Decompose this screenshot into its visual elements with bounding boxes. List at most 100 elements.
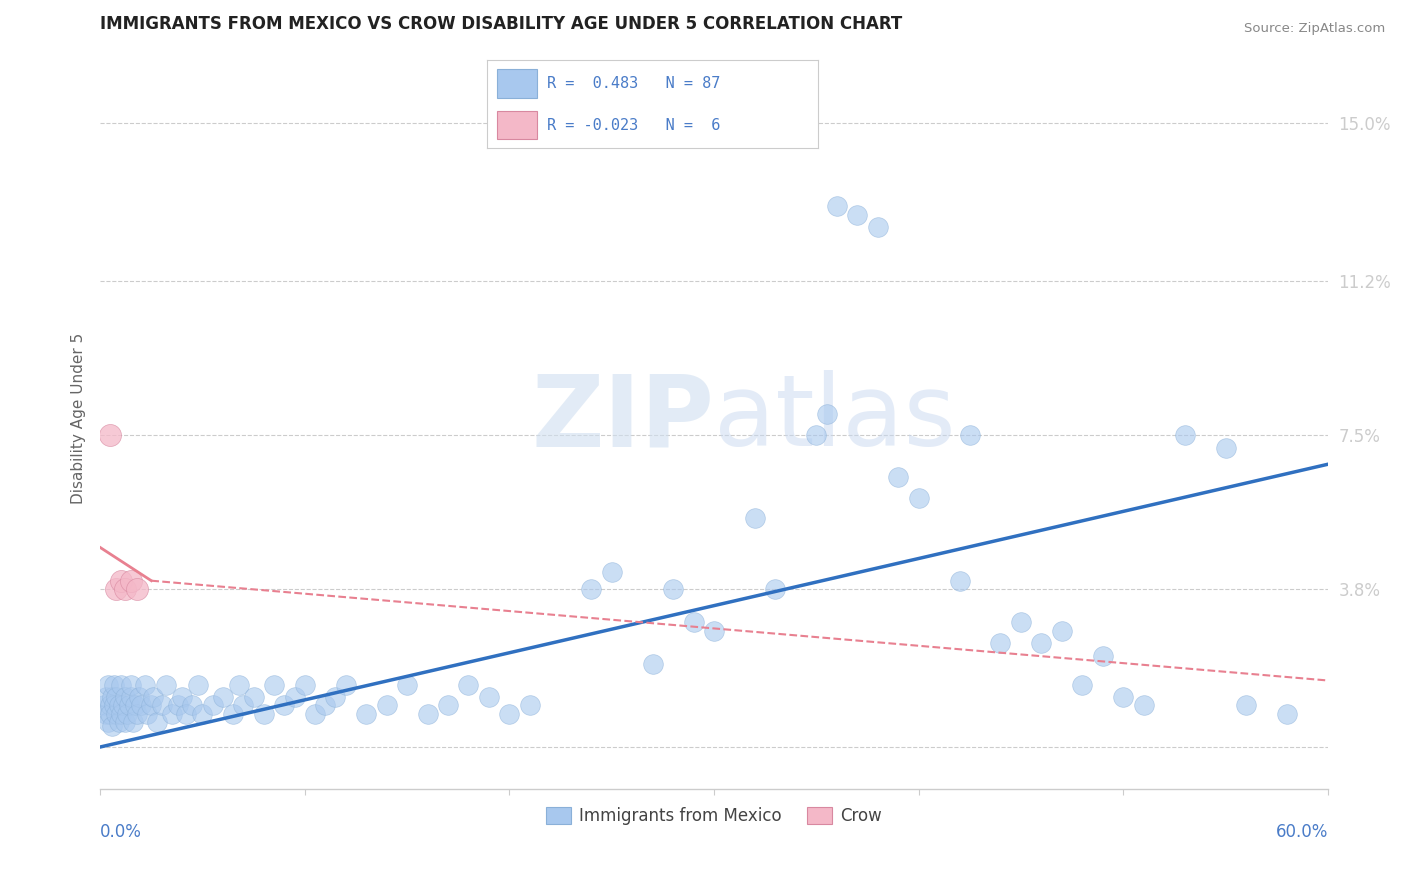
Point: [150, 698, 173, 713]
Point: [232, 698, 254, 713]
Point: [437, 698, 460, 713]
Point: [114, 582, 136, 596]
Point: [825, 199, 848, 213]
Point: [907, 491, 929, 505]
Point: [129, 698, 152, 713]
Point: [703, 624, 725, 638]
Point: [97, 714, 120, 729]
Point: [120, 678, 142, 692]
Point: [959, 428, 981, 442]
Point: [124, 698, 146, 713]
Point: [105, 582, 128, 596]
Point: [242, 690, 264, 705]
Point: [128, 690, 150, 705]
Point: [314, 698, 336, 713]
Point: [125, 582, 148, 596]
Point: [174, 706, 197, 721]
Point: [134, 678, 156, 692]
Point: [600, 566, 623, 580]
Text: 60.0%: 60.0%: [1275, 823, 1327, 841]
Point: [519, 698, 541, 713]
Point: [1275, 706, 1298, 721]
Point: [142, 690, 165, 705]
Point: [114, 714, 136, 729]
Point: [354, 706, 377, 721]
Point: [115, 706, 138, 721]
Point: [98, 428, 121, 442]
Point: [110, 678, 132, 692]
Point: [457, 678, 479, 692]
Point: [478, 690, 501, 705]
Point: [815, 408, 838, 422]
Point: [283, 690, 305, 705]
Point: [335, 678, 357, 692]
Point: [120, 690, 142, 705]
Point: [120, 574, 142, 588]
Point: [1215, 441, 1237, 455]
Point: [107, 698, 129, 713]
Point: [806, 428, 828, 442]
Point: [416, 706, 439, 721]
Point: [111, 698, 134, 713]
Point: [1010, 615, 1032, 630]
Point: [662, 582, 685, 596]
Text: IMMIGRANTS FROM MEXICO VS CROW DISABILITY AGE UNDER 5 CORRELATION CHART: IMMIGRANTS FROM MEXICO VS CROW DISABILIT…: [100, 15, 903, 33]
Point: [641, 657, 664, 671]
Point: [498, 706, 520, 721]
Point: [136, 706, 159, 721]
Point: [1234, 698, 1257, 713]
Point: [201, 698, 224, 713]
Point: [105, 690, 128, 705]
Point: [579, 582, 602, 596]
Point: [103, 678, 125, 692]
Point: [682, 615, 704, 630]
Point: [93, 698, 115, 713]
Point: [167, 698, 190, 713]
Point: [375, 698, 398, 713]
Point: [103, 698, 125, 713]
Text: ZIP: ZIP: [531, 370, 714, 467]
Point: [1071, 678, 1094, 692]
Point: [273, 698, 295, 713]
Point: [191, 706, 214, 721]
Point: [98, 698, 121, 713]
Point: [98, 706, 121, 721]
Point: [141, 698, 163, 713]
Point: [118, 698, 141, 713]
Point: [866, 220, 889, 235]
Point: [1132, 698, 1154, 713]
Text: Source: ZipAtlas.com: Source: ZipAtlas.com: [1244, 22, 1385, 36]
Point: [1174, 428, 1197, 442]
Point: [96, 690, 118, 705]
Text: 0.0%: 0.0%: [100, 823, 142, 841]
Point: [1050, 624, 1073, 638]
Point: [304, 706, 326, 721]
Point: [212, 690, 235, 705]
Point: [948, 574, 970, 588]
Point: [396, 678, 419, 692]
Point: [187, 678, 209, 692]
Point: [846, 208, 869, 222]
Point: [155, 678, 177, 692]
Point: [97, 678, 120, 692]
Point: [110, 706, 132, 721]
Point: [107, 714, 129, 729]
Point: [125, 706, 148, 721]
Point: [1091, 648, 1114, 663]
Point: [181, 698, 204, 713]
Point: [101, 690, 124, 705]
Point: [887, 469, 910, 483]
Point: [222, 706, 245, 721]
Y-axis label: Disability Age Under 5: Disability Age Under 5: [72, 333, 86, 504]
Point: [146, 714, 169, 729]
Legend: Immigrants from Mexico, Crow: Immigrants from Mexico, Crow: [540, 801, 889, 832]
Point: [1031, 636, 1053, 650]
Point: [114, 690, 136, 705]
Point: [1112, 690, 1135, 705]
Text: atlas: atlas: [714, 370, 956, 467]
Point: [228, 678, 250, 692]
Point: [105, 706, 128, 721]
Point: [253, 706, 276, 721]
Point: [110, 574, 132, 588]
Point: [294, 678, 316, 692]
